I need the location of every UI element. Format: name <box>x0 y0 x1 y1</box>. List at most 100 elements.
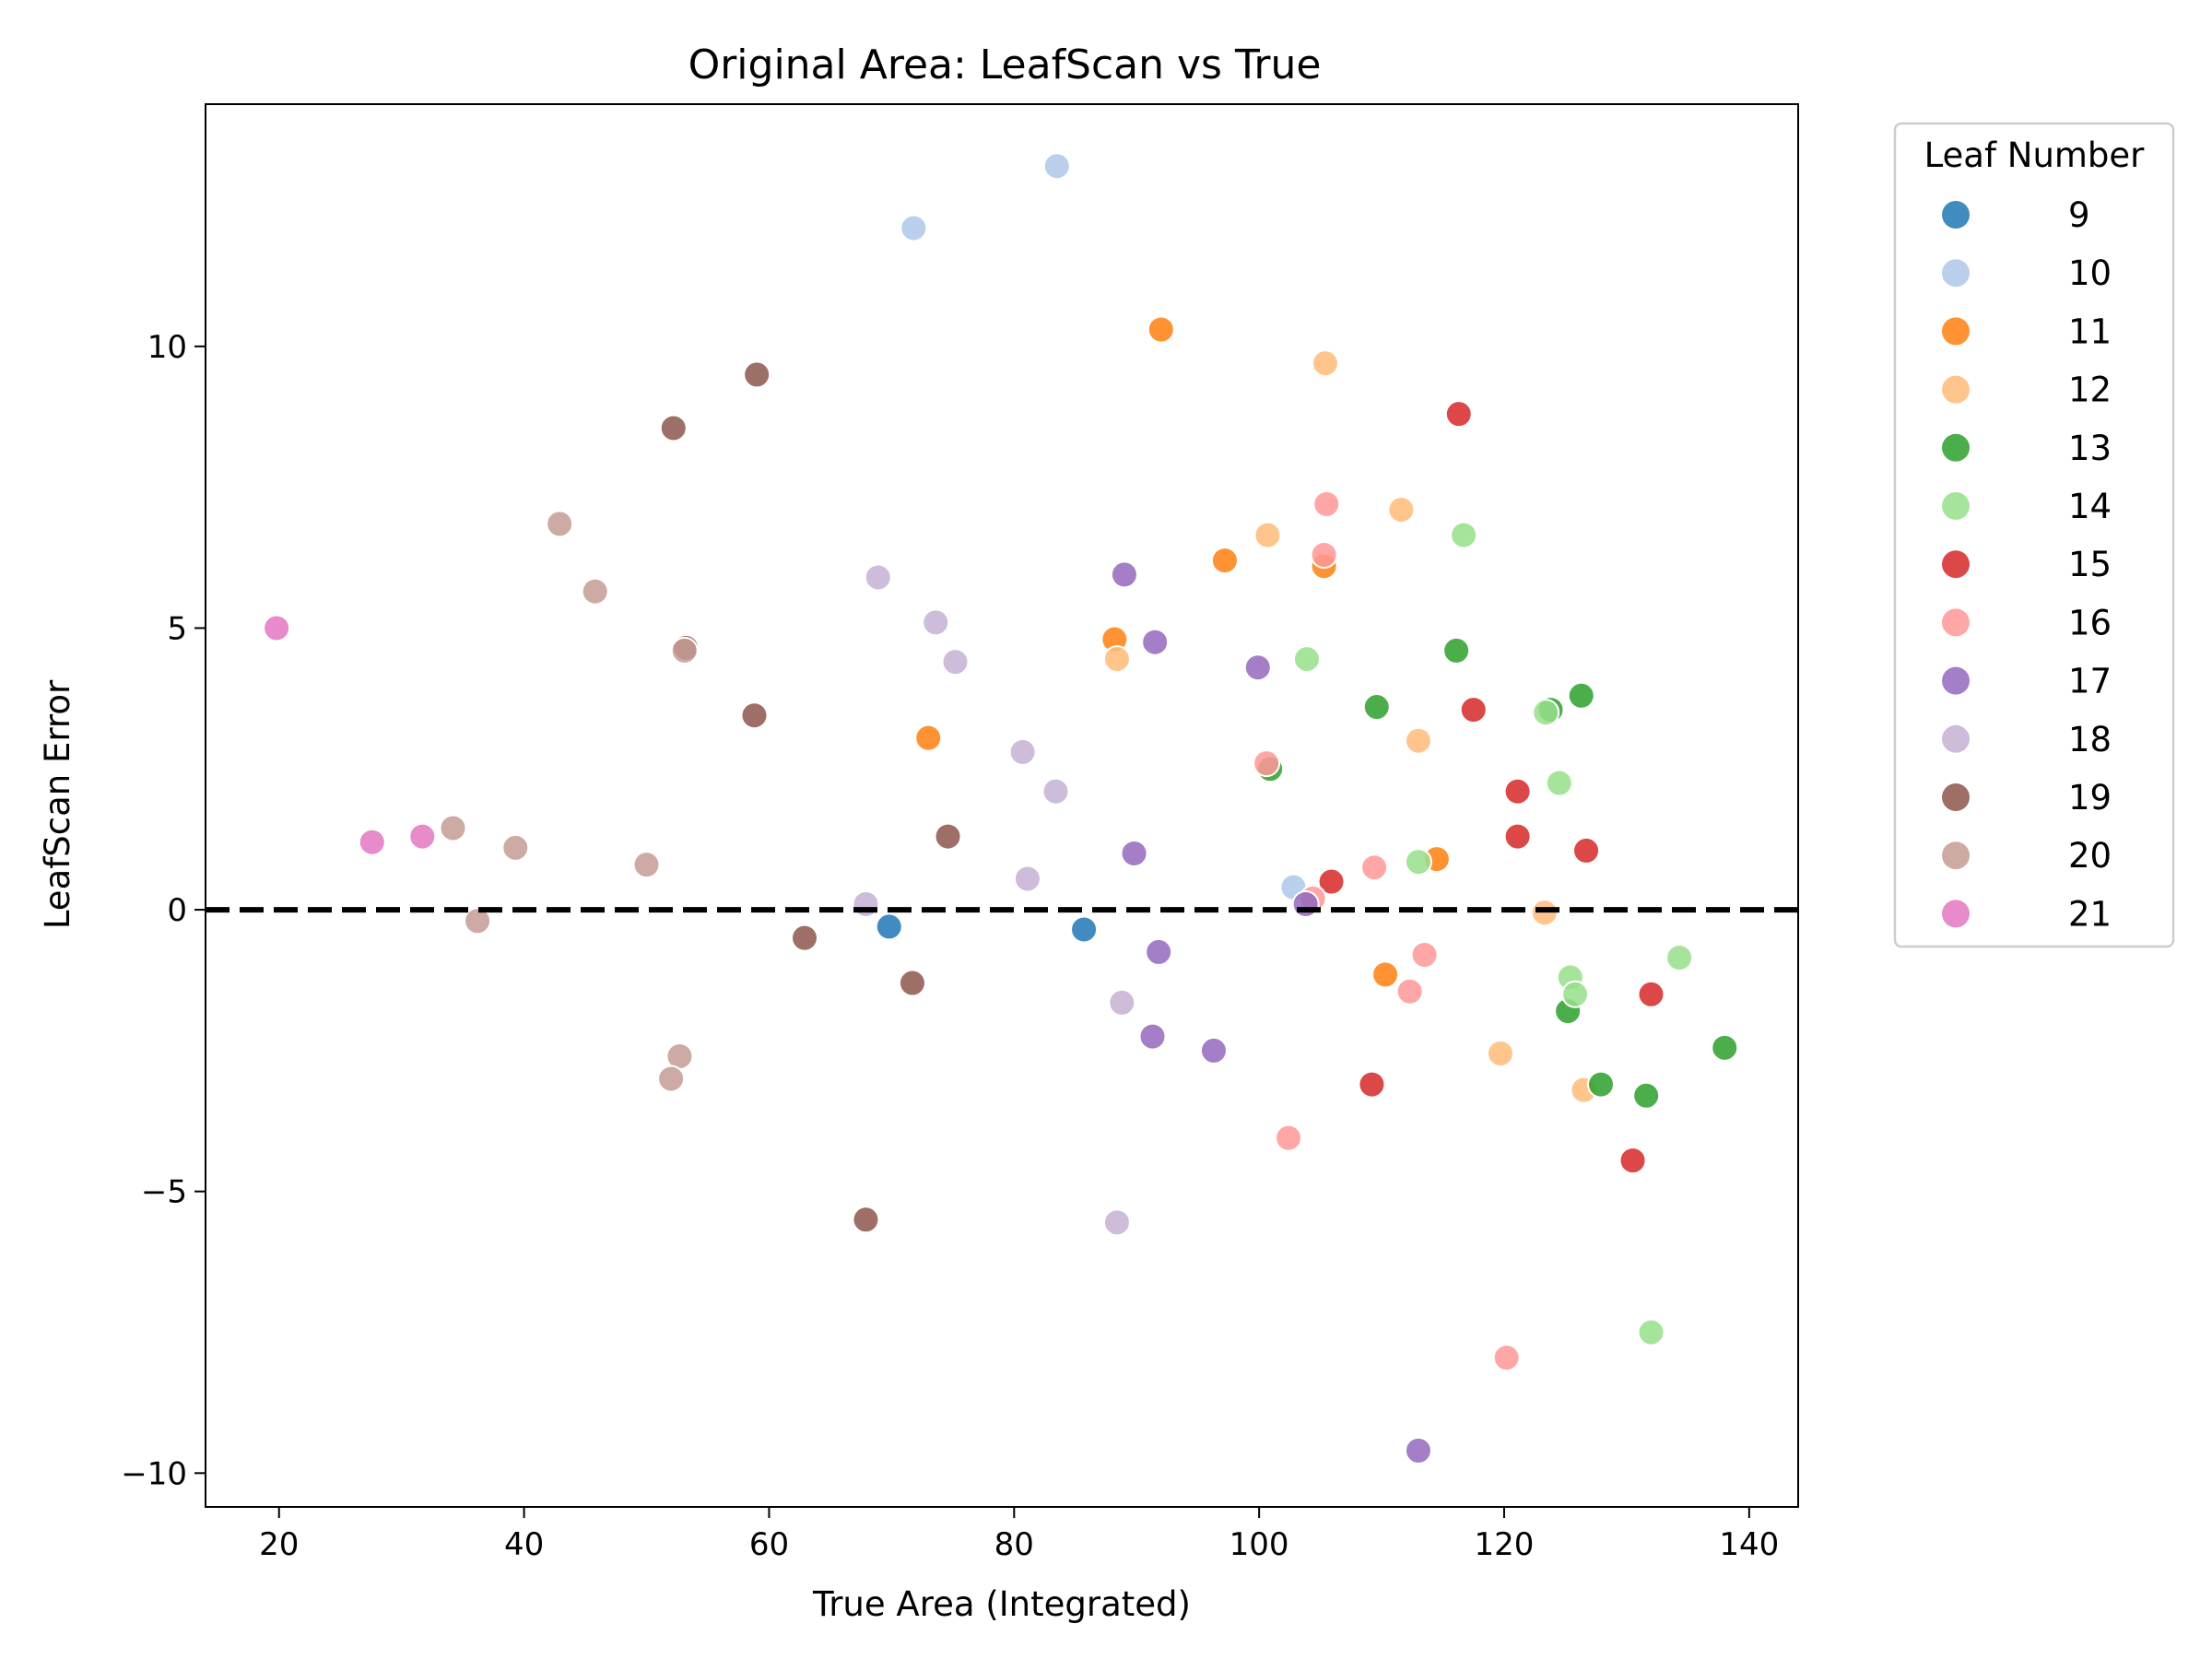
y-tick-label: −10 <box>121 1455 187 1492</box>
data-point-leaf-13 <box>1632 1081 1661 1110</box>
legend-label-leaf-17: 17 <box>2068 662 2112 701</box>
data-point-leaf-18 <box>864 563 892 592</box>
legend-label-leaf-10: 10 <box>2068 253 2112 293</box>
data-point-leaf-20 <box>670 636 699 665</box>
data-point-leaf-19 <box>743 360 771 389</box>
data-point-leaf-10 <box>1042 152 1071 181</box>
data-point-leaf-15 <box>1503 777 1532 806</box>
data-point-leaf-17 <box>1110 560 1138 589</box>
plot-frame <box>205 103 1799 1508</box>
legend-marker-leaf-20 <box>1942 841 1970 870</box>
legend-marker-leaf-12 <box>1942 375 1970 404</box>
legend-marker-leaf-17 <box>1942 666 1970 695</box>
data-point-leaf-16 <box>1312 489 1341 518</box>
legend-label-leaf-15: 15 <box>2068 545 2112 584</box>
data-point-leaf-9 <box>1070 915 1099 944</box>
data-point-leaf-14 <box>1404 848 1432 877</box>
legend-marker-leaf-16 <box>1942 608 1970 637</box>
legend-items: 9 10 11 12 13 14 15 16 17 18 19 20 21 <box>1942 195 2112 934</box>
legend-marker-leaf-14 <box>1942 492 1970 520</box>
data-point-leaf-19 <box>740 701 769 730</box>
legend-label-leaf-20: 20 <box>2068 836 2112 876</box>
y-tick-label: 10 <box>147 329 187 366</box>
data-point-leaf-15 <box>1503 822 1532 851</box>
data-point-leaf-18 <box>1108 988 1136 1017</box>
data-point-leaf-11 <box>1147 315 1175 344</box>
data-point-leaf-10 <box>900 214 928 242</box>
y-axis-title: LeafScan Error <box>38 679 77 929</box>
data-point-leaf-15 <box>1572 836 1601 865</box>
data-point-leaf-17 <box>1120 839 1148 867</box>
data-point-leaf-15 <box>1358 1070 1386 1099</box>
legend-marker-leaf-9 <box>1942 201 1970 229</box>
data-point-leaf-20 <box>581 577 609 606</box>
data-point-leaf-17 <box>1141 628 1170 656</box>
data-point-leaf-20 <box>546 510 574 538</box>
data-point-leaf-14 <box>1561 980 1590 1008</box>
legend-marker-leaf-10 <box>1942 259 1970 288</box>
data-point-leaf-20 <box>464 907 492 935</box>
data-point-leaf-21 <box>263 614 291 642</box>
data-point-leaf-12 <box>1311 349 1339 378</box>
legend: Leaf Number 9 10 11 12 13 14 15 16 17 18 19 20 21 <box>1893 122 2175 948</box>
y-axis: −10 −5 0 5 10 <box>121 329 206 1492</box>
data-point-leaf-12 <box>1486 1039 1514 1067</box>
data-point-leaf-15 <box>1444 400 1473 429</box>
legend-marker-leaf-15 <box>1942 550 1970 579</box>
data-point-leaf-15 <box>1637 980 1665 1008</box>
data-point-leaf-19 <box>790 924 818 952</box>
data-point-leaf-18 <box>922 608 950 637</box>
data-point-leaf-19 <box>934 822 962 851</box>
data-point-leaf-12 <box>1253 521 1282 549</box>
data-point-leaf-14 <box>1545 769 1573 797</box>
x-tick-label: 140 <box>1719 1526 1779 1563</box>
x-axis-title: True Area (Integrated) <box>812 1584 1191 1624</box>
data-point-leaf-18 <box>852 889 880 918</box>
data-point-leaf-12 <box>1387 496 1416 524</box>
data-point-leaf-16 <box>1275 1124 1303 1152</box>
legend-label-leaf-18: 18 <box>2068 720 2112 759</box>
data-point-leaf-11 <box>1210 547 1239 575</box>
y-tick-label: 5 <box>167 610 187 647</box>
chart-title: Original Area: LeafScan vs True <box>688 41 1322 88</box>
points-layer <box>263 152 1739 1465</box>
legend-box <box>1893 122 2175 948</box>
data-point-leaf-17 <box>1243 653 1272 682</box>
data-point-leaf-16 <box>1253 749 1281 778</box>
data-point-leaf-16 <box>1410 940 1439 969</box>
data-point-leaf-17 <box>1404 1436 1432 1465</box>
data-point-leaf-16 <box>1360 853 1389 882</box>
legend-marker-leaf-11 <box>1942 317 1970 346</box>
data-point-leaf-14 <box>1665 944 1694 972</box>
data-point-leaf-21 <box>358 828 386 856</box>
legend-marker-leaf-13 <box>1942 433 1970 462</box>
data-point-leaf-15 <box>1618 1147 1647 1175</box>
x-tick-label: 80 <box>994 1526 1034 1563</box>
data-point-leaf-21 <box>408 822 437 851</box>
data-point-leaf-18 <box>941 648 970 677</box>
data-point-leaf-12 <box>1102 645 1131 674</box>
legend-label-leaf-9: 9 <box>2068 195 2090 235</box>
data-point-leaf-18 <box>1008 737 1037 766</box>
legend-label-leaf-16: 16 <box>2068 603 2112 642</box>
legend-marker-leaf-18 <box>1942 724 1970 753</box>
data-point-leaf-20 <box>439 814 467 842</box>
data-point-leaf-13 <box>1711 1033 1739 1062</box>
x-tick-label: 120 <box>1475 1526 1535 1563</box>
data-point-leaf-12 <box>1404 726 1432 755</box>
data-point-leaf-17 <box>1291 889 1320 918</box>
data-point-leaf-11 <box>914 724 943 752</box>
legend-label-leaf-21: 21 <box>2068 894 2112 934</box>
data-point-leaf-19 <box>898 969 926 997</box>
data-point-leaf-18 <box>1102 1208 1131 1237</box>
data-point-leaf-14 <box>1532 699 1560 727</box>
x-axis: 20 40 60 80 100 120 140 <box>259 1507 1779 1563</box>
data-point-leaf-14 <box>1292 645 1321 674</box>
data-point-leaf-16 <box>1310 540 1338 569</box>
legend-label-leaf-11: 11 <box>2068 312 2112 351</box>
data-point-leaf-16 <box>1395 977 1424 1006</box>
legend-marker-leaf-21 <box>1942 900 1970 928</box>
data-point-leaf-15 <box>1317 867 1346 896</box>
data-point-leaf-17 <box>1145 937 1173 966</box>
